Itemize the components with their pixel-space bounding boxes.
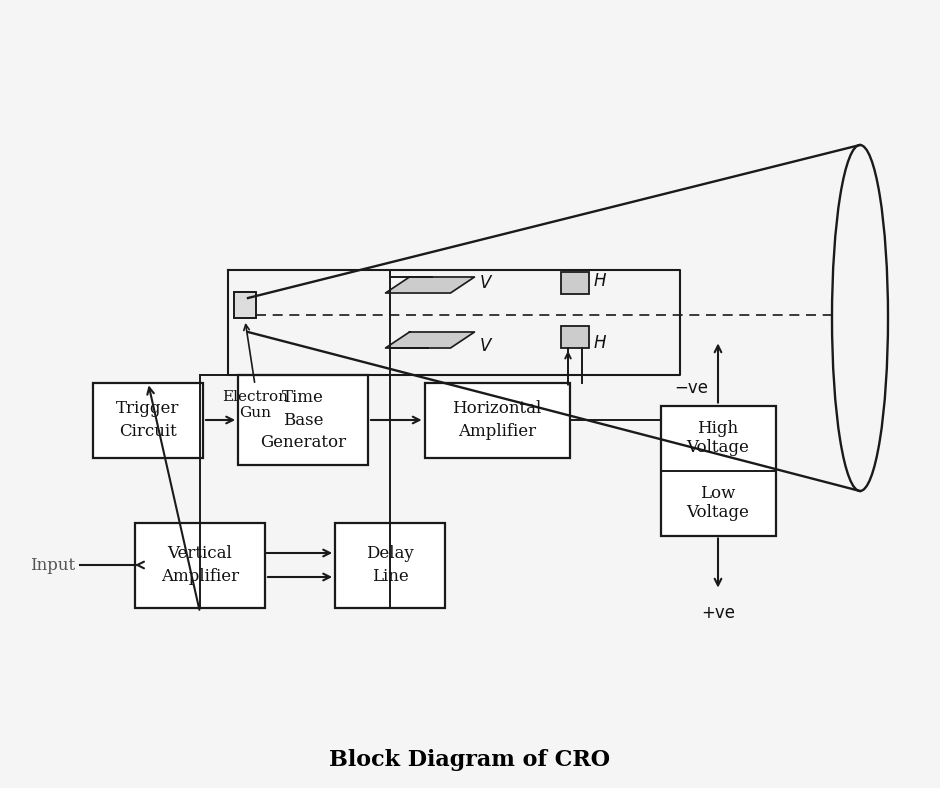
Text: Input: Input bbox=[30, 556, 75, 574]
Bar bbox=[335, 522, 445, 608]
Polygon shape bbox=[385, 332, 475, 348]
Text: Trigger
Circuit: Trigger Circuit bbox=[117, 400, 180, 440]
Text: V: V bbox=[479, 274, 491, 292]
Text: −ve: −ve bbox=[674, 378, 708, 396]
Text: Electron
Gun: Electron Gun bbox=[222, 390, 288, 420]
Text: Low
Voltage: Low Voltage bbox=[686, 485, 749, 522]
Bar bbox=[561, 272, 589, 294]
Text: Horizontal
Amplifier: Horizontal Amplifier bbox=[452, 400, 541, 440]
Text: V: V bbox=[479, 337, 491, 355]
Text: H: H bbox=[594, 272, 606, 290]
Text: Time
Base
Generator: Time Base Generator bbox=[260, 389, 346, 451]
Text: Delay
Line: Delay Line bbox=[366, 545, 414, 585]
Bar bbox=[661, 406, 775, 536]
Bar bbox=[238, 375, 368, 465]
Polygon shape bbox=[385, 277, 475, 293]
Bar bbox=[93, 382, 203, 458]
Text: Block Diagram of CRO: Block Diagram of CRO bbox=[329, 749, 611, 771]
Text: +ve: +ve bbox=[701, 604, 735, 622]
Bar bbox=[234, 292, 256, 318]
Bar bbox=[561, 326, 589, 348]
Text: Vertical
Amplifier: Vertical Amplifier bbox=[161, 545, 239, 585]
Text: High
Voltage: High Voltage bbox=[686, 420, 749, 456]
Text: H: H bbox=[594, 334, 606, 352]
Bar bbox=[135, 522, 265, 608]
Bar bbox=[425, 382, 570, 458]
